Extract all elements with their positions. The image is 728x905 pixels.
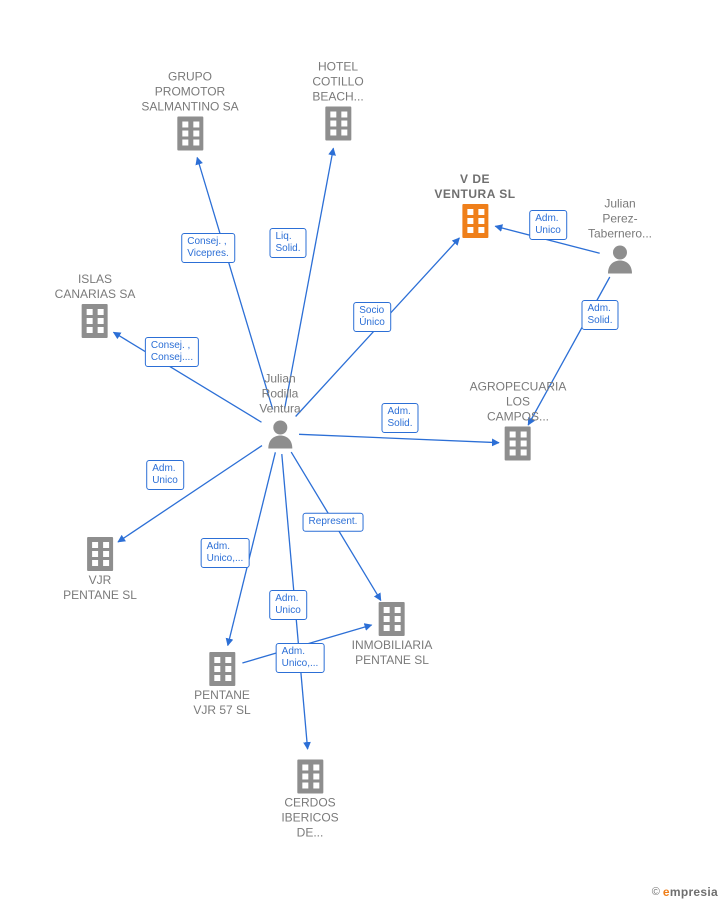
node-label: ISLAS CANARIAS SA xyxy=(55,272,136,302)
node-label: INMOBILIARIA PENTANE SL xyxy=(352,638,433,668)
edge-label-julian_rodilla-grupo_promotor: Consej. , Vicepres. xyxy=(181,233,235,263)
node-inmobiliaria[interactable]: INMOBILIARIA PENTANE SL xyxy=(352,602,433,668)
footer-brand: empresia xyxy=(663,885,718,899)
node-label: Julian Perez- Tabernero... xyxy=(588,197,652,242)
node-julian_perez[interactable]: Julian Perez- Tabernero... xyxy=(588,197,652,274)
node-grupo_promotor[interactable]: GRUPO PROMOTOR SALMANTINO SA xyxy=(141,70,238,151)
node-v_ventura[interactable]: V DE VENTURA SL xyxy=(434,172,515,238)
node-label: V DE VENTURA SL xyxy=(434,172,515,202)
edge-label-julian_perez-agropecuaria: Adm. Solid. xyxy=(581,300,618,330)
node-cerdos[interactable]: CERDOS IBERICOS DE... xyxy=(281,760,338,841)
edge-label-julian_rodilla-cerdos: Adm. Unico xyxy=(269,590,307,620)
edge-label-julian_rodilla-islas_canarias: Consej. , Consej.... xyxy=(145,337,199,367)
node-label: Julian Rodilla Ventura xyxy=(259,372,300,417)
node-islas_canarias[interactable]: ISLAS CANARIAS SA xyxy=(55,272,136,338)
node-julian_rodilla[interactable]: Julian Rodilla Ventura xyxy=(259,372,300,449)
edge-label-julian_rodilla-pentane_vjr57: Adm. Unico,... xyxy=(201,538,250,568)
edge-julian_rodilla-hotel_cotillo xyxy=(285,148,334,408)
edges-layer xyxy=(0,0,728,905)
node-agropecuaria[interactable]: AGROPECUARIA LOS CAMPOS... xyxy=(470,380,567,461)
copyright-symbol: © xyxy=(652,886,660,898)
edge-label-julian_perez-v_ventura: Adm. Unico xyxy=(529,210,567,240)
node-label: GRUPO PROMOTOR SALMANTINO SA xyxy=(141,70,238,115)
node-vjr_pentane[interactable]: VJR PENTANE SL xyxy=(63,537,137,603)
node-label: AGROPECUARIA LOS CAMPOS... xyxy=(470,380,567,425)
node-label: PENTANE VJR 57 SL xyxy=(193,688,250,718)
edge-label-julian_rodilla-vjr_pentane: Adm. Unico xyxy=(146,460,184,490)
edge-julian_rodilla-vjr_pentane xyxy=(118,446,262,542)
edge-label-julian_rodilla-inmobiliaria: Represent. xyxy=(303,513,364,532)
node-pentane_vjr57[interactable]: PENTANE VJR 57 SL xyxy=(193,652,250,718)
node-label: VJR PENTANE SL xyxy=(63,573,137,603)
edge-label-julian_rodilla-agropecuaria: Adm. Solid. xyxy=(381,403,418,433)
edge-label-julian_rodilla-hotel_cotillo: Liq. Solid. xyxy=(269,228,306,258)
node-label: CERDOS IBERICOS DE... xyxy=(281,796,338,841)
node-hotel_cotillo[interactable]: HOTEL COTILLO BEACH... xyxy=(312,60,363,141)
footer-copyright: © empresia xyxy=(652,885,718,899)
edge-label-pentane_vjr57-inmobiliaria: Adm. Unico,... xyxy=(276,643,325,673)
node-label: HOTEL COTILLO BEACH... xyxy=(312,60,363,105)
edge-label-julian_rodilla-v_ventura: Socio Único xyxy=(353,302,391,332)
